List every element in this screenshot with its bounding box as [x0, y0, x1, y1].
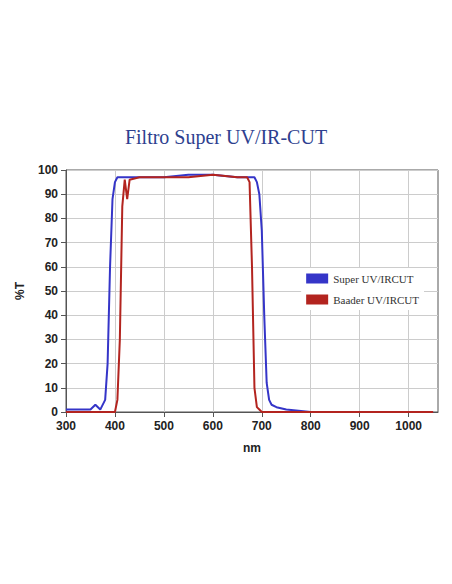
svg-text:500: 500	[154, 419, 174, 433]
svg-text:600: 600	[203, 419, 223, 433]
svg-text:Super UV/IRCUT: Super UV/IRCUT	[333, 273, 414, 285]
svg-text:100: 100	[38, 163, 58, 177]
svg-text:90: 90	[45, 187, 59, 201]
svg-text:300: 300	[56, 419, 76, 433]
svg-text:10: 10	[45, 381, 59, 395]
svg-text:70: 70	[45, 236, 59, 250]
svg-text:40: 40	[45, 308, 59, 322]
svg-text:900: 900	[350, 419, 370, 433]
svg-text:50: 50	[45, 284, 59, 298]
svg-text:60: 60	[45, 260, 59, 274]
svg-text:Baader UV/IRCUT: Baader UV/IRCUT	[333, 294, 419, 306]
svg-text:80: 80	[45, 211, 59, 225]
svg-text:nm: nm	[243, 441, 261, 455]
svg-text:%T: %T	[13, 281, 27, 300]
svg-text:400: 400	[105, 419, 125, 433]
svg-text:1000: 1000	[395, 419, 422, 433]
svg-text:30: 30	[45, 332, 59, 346]
svg-text:0: 0	[51, 405, 58, 419]
svg-text:20: 20	[45, 357, 59, 371]
svg-text:800: 800	[301, 419, 321, 433]
svg-text:700: 700	[252, 419, 272, 433]
svg-text:Filtro Super UV/IR-CUT: Filtro Super UV/IR-CUT	[125, 126, 327, 149]
